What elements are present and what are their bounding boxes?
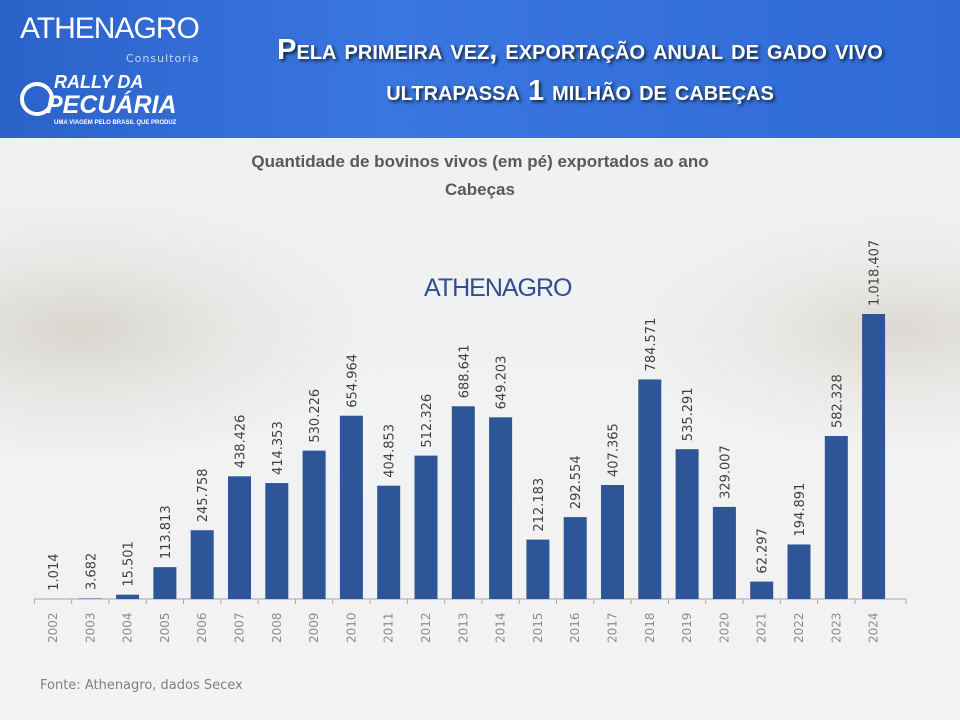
bar-2006 <box>190 530 214 599</box>
x-tick-label-2002: 2002 <box>46 612 60 643</box>
data-label-2005: 113.813 <box>159 505 174 559</box>
x-tick-label-2008: 2008 <box>270 612 284 643</box>
data-label-2004: 15.501 <box>122 541 137 587</box>
x-tick-label-2007: 2007 <box>233 612 247 643</box>
bar-2017 <box>601 484 624 599</box>
x-tick-label-2003: 2003 <box>83 612 97 643</box>
x-tick-label-2016: 2016 <box>568 612 582 643</box>
bar-2010 <box>339 415 363 599</box>
data-label-2013: 688.641 <box>457 345 472 399</box>
x-tick-label-2021: 2021 <box>755 612 769 643</box>
x-tick-label-2015: 2015 <box>531 612 545 643</box>
bar-2011 <box>377 485 401 599</box>
athenagro-watermark-logo: ATHENAGRO <box>424 274 572 302</box>
bar-2005 <box>153 567 177 599</box>
data-label-2017: 407.365 <box>607 423 622 477</box>
headline: Pela primeira vez, exportação anual de g… <box>277 34 883 107</box>
x-tick-label-2013: 2013 <box>456 612 470 643</box>
bar-2007 <box>228 476 251 599</box>
x-tick-label-2014: 2014 <box>494 612 508 643</box>
logo-rally-tagline: UMA VIAGEM PELO BRASIL QUE PRODUZ <box>54 120 177 126</box>
data-label-2021: 62.297 <box>756 528 771 574</box>
bar-2013 <box>451 406 475 599</box>
chart-subtitle: Cabeças <box>445 180 515 199</box>
bar-2014 <box>489 417 513 599</box>
bar-2004 <box>116 594 140 599</box>
data-label-2022: 194.891 <box>793 483 808 537</box>
x-tick-label-2005: 2005 <box>158 612 172 643</box>
data-label-2006: 245.758 <box>196 468 211 522</box>
bar-2019 <box>675 449 699 599</box>
x-tick-label-2017: 2017 <box>606 612 620 643</box>
data-label-2020: 329.007 <box>718 445 733 499</box>
x-tick-label-2012: 2012 <box>419 612 433 643</box>
source-note: Fonte: Athenagro, dados Secex <box>40 678 243 693</box>
rally-da-pecuaria-logo: RALLY DA PECUÁRIA UMA VIAGEM PELO BRASIL… <box>20 72 177 128</box>
bar-2021 <box>750 581 774 599</box>
data-label-2015: 212.183 <box>532 478 547 532</box>
bar-2015 <box>526 539 550 599</box>
x-tick-label-2022: 2022 <box>792 612 806 643</box>
chart-title-block: Quantidade de bovinos vivos (em pé) expo… <box>0 148 960 204</box>
x-tick-label-2018: 2018 <box>643 612 657 643</box>
data-label-2018: 784.571 <box>644 318 659 372</box>
x-tick-label-2019: 2019 <box>680 612 694 643</box>
x-tick-label-2004: 2004 <box>121 612 135 643</box>
data-label-2019: 535.291 <box>681 387 696 441</box>
data-label-2024: 1.018.407 <box>868 240 883 306</box>
x-tick-label-2023: 2023 <box>829 612 843 643</box>
bar-2003 <box>78 597 102 599</box>
bar-2008 <box>265 483 289 599</box>
bar-2018 <box>638 379 662 599</box>
data-label-2011: 404.853 <box>383 424 398 478</box>
data-label-2014: 649.203 <box>495 356 510 410</box>
logo-rally-line1: RALLY DA <box>54 72 144 92</box>
bar-2009 <box>302 450 326 599</box>
bar-2023 <box>824 436 848 599</box>
data-label-2010: 654.964 <box>345 354 360 408</box>
logo-rally-line2: PECUÁRIA <box>46 91 177 119</box>
bar-2024 <box>862 314 886 599</box>
header-banner: ATHENAGRO Consultoria RALLY DA PECUÁRIA … <box>0 0 960 138</box>
x-tick-label-2009: 2009 <box>307 612 321 643</box>
bar-2020 <box>712 506 736 599</box>
x-tick-label-2011: 2011 <box>382 612 396 643</box>
athenagro-logo: ATHENAGRO <box>20 12 200 45</box>
data-label-2007: 438.426 <box>234 415 249 469</box>
data-label-2012: 512.326 <box>420 394 435 448</box>
data-label-2003: 3.682 <box>84 553 99 590</box>
globe-icon <box>20 82 54 116</box>
data-label-2002: 1.014 <box>47 553 62 590</box>
bar-2016 <box>563 517 587 599</box>
data-label-2008: 414.353 <box>271 421 286 475</box>
chart-title: Quantidade de bovinos vivos (em pé) expo… <box>251 152 709 171</box>
data-label-2016: 292.554 <box>569 455 584 509</box>
x-tick-label-2006: 2006 <box>195 612 209 643</box>
bar-2012 <box>414 455 438 599</box>
x-tick-label-2020: 2020 <box>717 612 731 643</box>
athenagro-logo-sub: Consultoria <box>126 52 200 65</box>
data-label-2009: 530.226 <box>308 389 323 443</box>
data-label-2023: 582.328 <box>830 374 845 428</box>
x-tick-label-2010: 2010 <box>344 612 358 643</box>
bar-2022 <box>787 544 811 599</box>
x-tick-label-2024: 2024 <box>867 612 881 643</box>
